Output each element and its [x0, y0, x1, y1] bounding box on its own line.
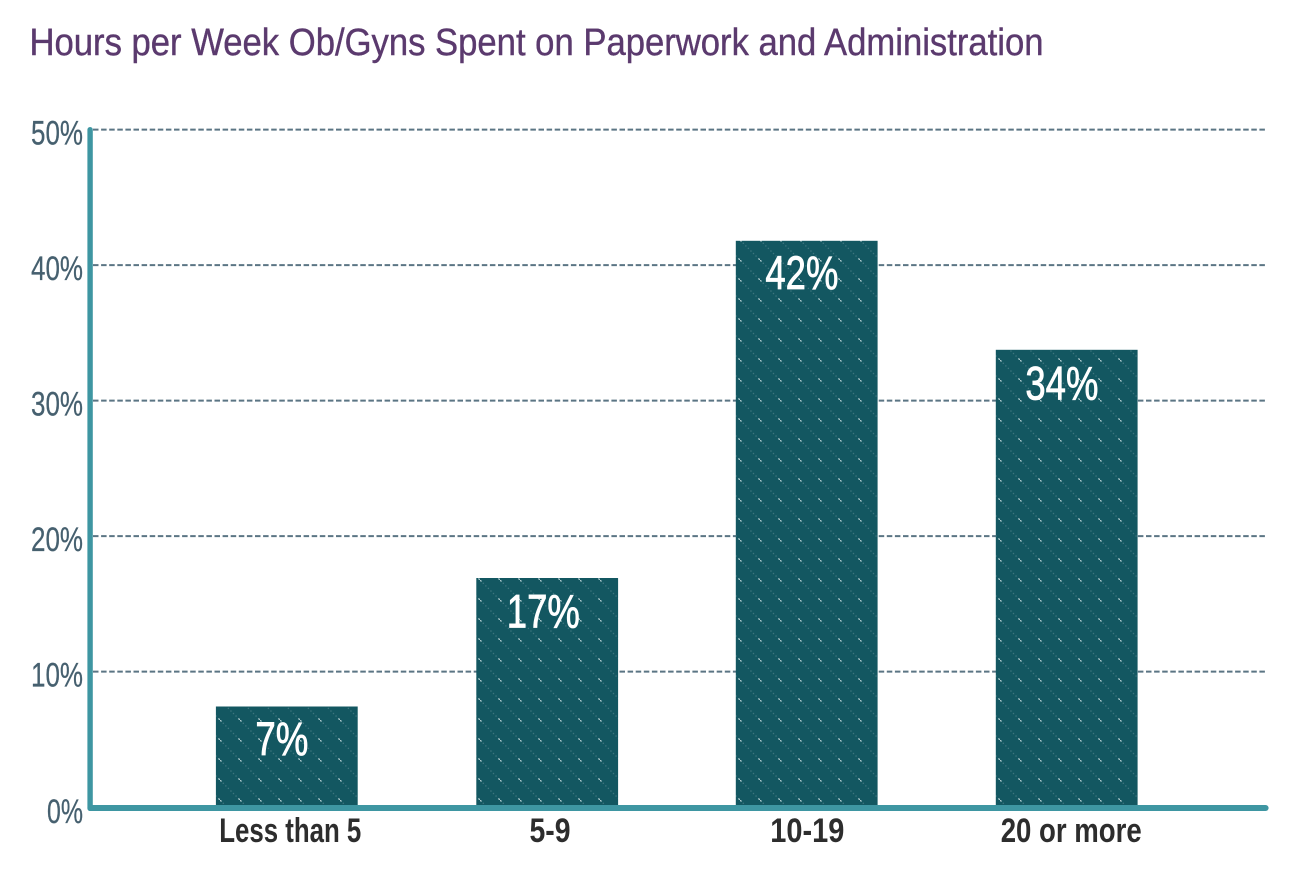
svg-text:10-19: 10-19 — [770, 812, 844, 850]
svg-text:20%: 20% — [31, 521, 83, 559]
svg-text:30%: 30% — [31, 386, 83, 424]
svg-text:Less than 5: Less than 5 — [219, 812, 361, 850]
svg-text:Hours per Week Ob/Gyns Spent o: Hours per Week Ob/Gyns Spent on Paperwor… — [30, 22, 1044, 64]
svg-text:40%: 40% — [31, 250, 83, 288]
svg-text:20 or more: 20 or more — [1001, 812, 1142, 850]
svg-text:17%: 17% — [507, 584, 580, 637]
svg-text:7%: 7% — [255, 712, 308, 765]
svg-text:10%: 10% — [31, 657, 83, 695]
svg-text:0%: 0% — [47, 793, 83, 831]
svg-text:34%: 34% — [1025, 356, 1098, 409]
svg-text:5-9: 5-9 — [530, 812, 571, 850]
svg-text:42%: 42% — [765, 246, 838, 299]
svg-text:50%: 50% — [31, 115, 83, 153]
